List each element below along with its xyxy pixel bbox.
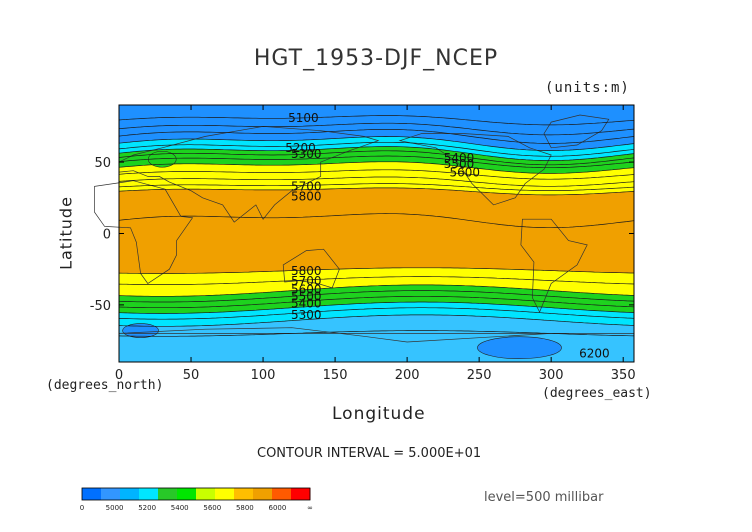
- contour-label: 5800: [291, 190, 322, 204]
- continent-outline: [118, 327, 634, 343]
- contour-label: 5700: [291, 274, 322, 288]
- contour-label: 5400: [291, 297, 322, 311]
- contour-label: 5300: [291, 308, 322, 322]
- colorbar-swatch: [82, 488, 102, 500]
- x-tick-label: 350: [611, 368, 636, 383]
- contour-line: [118, 187, 635, 196]
- contour-line: [118, 284, 635, 297]
- colorbar-label: ∞: [307, 504, 313, 512]
- x-tick-label: 0: [115, 368, 123, 383]
- contour-line: [118, 301, 635, 314]
- fill-band-yellow-south: [119, 267, 634, 297]
- colorbar-label: 5800: [236, 504, 254, 512]
- axis-ticks: 0 50 100 150 200 250 300 350 50 0 -50: [90, 105, 636, 383]
- colorbar-swatch: [253, 488, 273, 500]
- colorbar-swatch: [177, 488, 197, 500]
- fill-band-yellow-north: [119, 161, 634, 195]
- contour-line: [118, 307, 635, 320]
- contour-line: [118, 141, 635, 157]
- contour-line: [118, 176, 635, 187]
- contour-line: [118, 115, 635, 126]
- x-axis-label: Longitude: [332, 404, 426, 424]
- fill-band-polar-north: [119, 105, 634, 151]
- contour-line: [118, 276, 635, 285]
- contour-label: 5100: [288, 111, 319, 125]
- contour-line: [118, 213, 635, 229]
- contour-label: 5600: [449, 165, 480, 179]
- contour-lines: [118, 115, 635, 337]
- x-tick-label: 250: [467, 368, 492, 383]
- colorbar-swatch: [120, 488, 140, 500]
- colorbar-swatch: [272, 488, 292, 500]
- chart-title: HGT_1953-DJF_NCEP: [253, 46, 499, 71]
- colorbar-label: 5600: [203, 504, 221, 512]
- colorbar: 0 5000 5200 5400 5600 5800 6000 ∞: [80, 487, 313, 512]
- colorbar-swatch: [101, 488, 121, 500]
- contour-fills: [119, 105, 634, 362]
- contour-line: [118, 146, 635, 161]
- contour-line: [118, 150, 635, 166]
- low-blob: [477, 336, 562, 360]
- x-axis-unit-label: (degrees_east): [542, 386, 652, 401]
- x-tick-label: 200: [395, 368, 420, 383]
- contour-line: [118, 129, 635, 144]
- colorbar-swatch: [139, 488, 159, 500]
- colorbar-label: 5000: [106, 504, 124, 512]
- y-tick-label: 0: [103, 228, 111, 243]
- fill-band-cyan-north: [119, 136, 634, 161]
- colorbar-swatch: [291, 488, 311, 500]
- x-tick-label: 100: [251, 368, 276, 383]
- contour-line: [118, 183, 635, 191]
- contour-line: [118, 161, 635, 174]
- colorbar-label: 5200: [138, 504, 156, 512]
- fill-band-green-north: [119, 146, 634, 174]
- contour-line: [118, 267, 634, 274]
- x-tick-label: 150: [323, 368, 348, 383]
- contour-label: 5700: [291, 180, 322, 194]
- contour-label: 5500: [291, 290, 322, 304]
- continent-outline: [398, 133, 552, 206]
- colorbar-swatch: [158, 488, 178, 500]
- continent-outline: [543, 114, 610, 149]
- contour-line: [118, 314, 635, 327]
- y-axis-unit-label: (degrees_north): [46, 378, 164, 393]
- contour-line: [118, 330, 635, 337]
- colorbar-label: 0: [80, 504, 84, 512]
- fill-band-green-south: [119, 284, 634, 314]
- y-tick-label: 50: [94, 156, 111, 171]
- colorbar-swatch: [215, 488, 235, 500]
- continent-outline: [94, 180, 194, 284]
- x-tick-label: 300: [539, 368, 564, 383]
- contour-label: 5600: [291, 282, 322, 296]
- low-blob: [122, 323, 159, 338]
- fill-band-cyan-south: [119, 302, 634, 327]
- contour-line: [118, 136, 635, 151]
- contour-interval-text: CONTOUR INTERVAL = 5.000E+01: [257, 446, 482, 461]
- contour-label: 5400: [444, 151, 475, 165]
- contour-label: 5800: [291, 264, 322, 278]
- y-tick-label: -50: [90, 299, 111, 314]
- fill-band-tropics: [119, 187, 634, 274]
- colorbar-frame: [81, 487, 311, 501]
- contour-label: 6200: [579, 347, 610, 361]
- contour-line: [118, 295, 635, 309]
- level-text: level=500 millibar: [484, 490, 604, 505]
- colorbar-label: 5400: [171, 504, 189, 512]
- contour-label: 5500: [444, 157, 475, 171]
- colorbar-swatch: [196, 488, 216, 500]
- contour-line: [118, 122, 635, 136]
- colorbar-swatch: [234, 488, 254, 500]
- units-label: (units:m): [545, 80, 630, 96]
- contour-label: 5200: [285, 141, 316, 155]
- continent-outline: [520, 218, 588, 313]
- contour-line: [118, 290, 635, 303]
- contour-line: [118, 155, 635, 169]
- contour-line: [118, 169, 635, 180]
- colorbar-label: 6000: [269, 504, 287, 512]
- contour-label: 5300: [291, 147, 322, 161]
- x-tick-label: 50: [183, 368, 200, 383]
